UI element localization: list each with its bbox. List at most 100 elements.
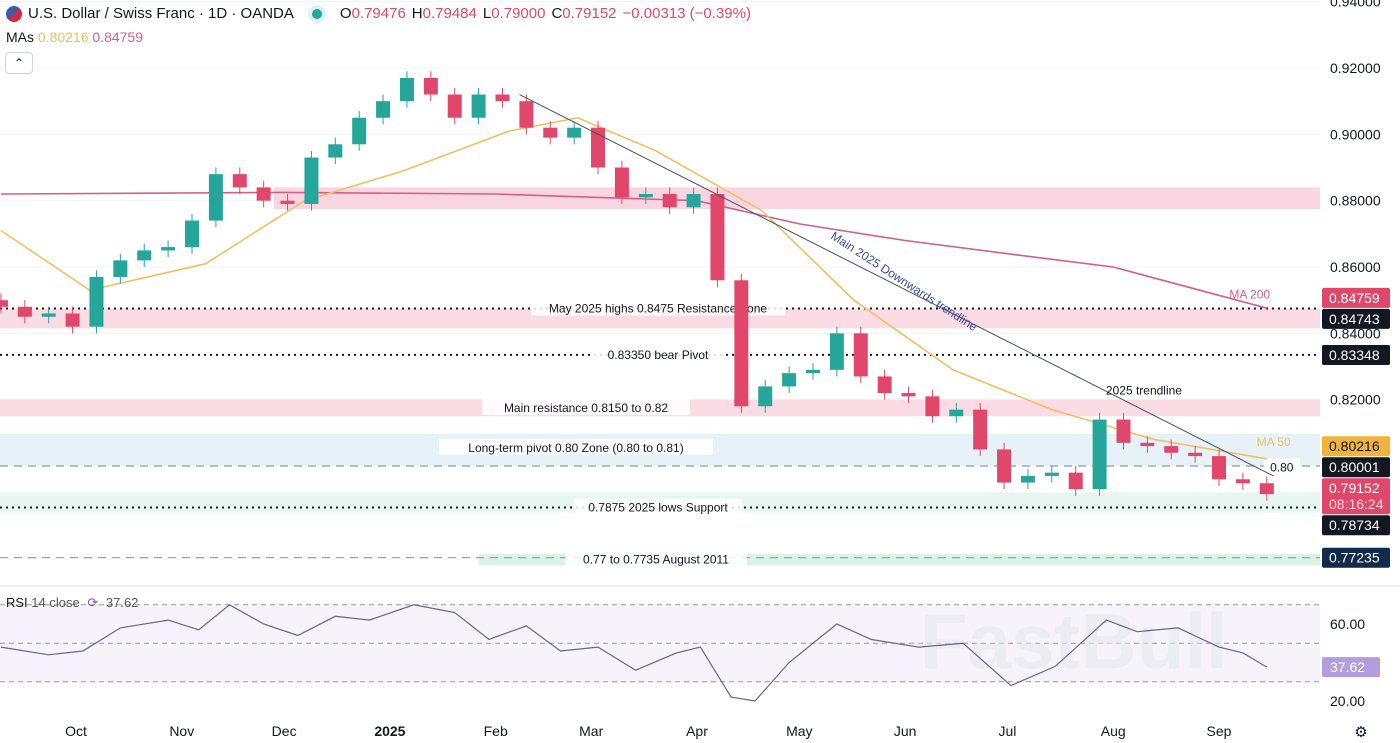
price-tick-label: 0.90000 bbox=[1330, 126, 1381, 142]
candle bbox=[1259, 483, 1274, 495]
candle bbox=[734, 280, 749, 407]
time-tick-label: 2025 bbox=[374, 723, 405, 739]
candle bbox=[949, 409, 964, 417]
chart-annotation: MA 50 bbox=[1257, 435, 1291, 449]
time-tick-label: Oct bbox=[65, 723, 87, 739]
time-tick-label: Dec bbox=[272, 723, 297, 739]
candle bbox=[185, 220, 200, 248]
bear-pivot-label-bg bbox=[593, 345, 723, 362]
candle bbox=[495, 94, 510, 102]
candle bbox=[1068, 472, 1083, 490]
candle bbox=[352, 117, 367, 145]
price-badge bbox=[1322, 457, 1390, 478]
candle bbox=[614, 167, 629, 198]
lows-support-label: 0.7875 2025 lows Support bbox=[588, 500, 728, 514]
bear-pivot-label: 0.83350 bear Pivot bbox=[608, 348, 709, 362]
candle bbox=[137, 250, 152, 261]
time-tick-label: May bbox=[786, 723, 812, 739]
candle bbox=[1092, 419, 1107, 490]
candle bbox=[758, 386, 773, 407]
flag-icon bbox=[6, 5, 22, 22]
price-badge-label: 0.80216 bbox=[1329, 438, 1380, 454]
price-badge bbox=[1322, 436, 1390, 457]
candle bbox=[519, 101, 534, 128]
price-badge-label: 0.84743 bbox=[1329, 311, 1380, 327]
time-tick-label: Aug bbox=[1101, 723, 1126, 739]
candle bbox=[304, 157, 319, 204]
time-tick-label: Jul bbox=[999, 723, 1017, 739]
price-tick-label: 0.92000 bbox=[1330, 60, 1381, 76]
time-tick-label: Mar bbox=[579, 723, 603, 739]
zone-rect bbox=[273, 187, 1320, 209]
chart-annotation: MA 200 bbox=[1229, 288, 1270, 302]
candle bbox=[1212, 456, 1227, 480]
close-label: C bbox=[551, 5, 563, 22]
candle bbox=[0, 300, 8, 307]
open-label: O bbox=[339, 5, 352, 22]
symbol-header: U.S. Dollar / Swiss Franc · 1D · OANDA O… bbox=[6, 5, 751, 22]
candle bbox=[1020, 475, 1035, 483]
rsi-legend[interactable]: RSI 14 close ⟳ 37.62 bbox=[6, 595, 138, 611]
candle bbox=[17, 306, 32, 317]
candle bbox=[447, 94, 462, 118]
rsi-badge bbox=[1322, 657, 1380, 678]
rsi-line bbox=[0, 604, 1268, 702]
rsi-badge-label: 37.62 bbox=[1330, 659, 1365, 675]
candle bbox=[232, 174, 247, 188]
watermark-logo: FastBull bbox=[920, 597, 1228, 685]
refresh-icon[interactable]: ⟳ bbox=[87, 595, 99, 610]
candle bbox=[925, 396, 940, 417]
candle bbox=[1044, 472, 1059, 476]
candle bbox=[399, 77, 414, 102]
price-badge-label: 0.83348 bbox=[1329, 347, 1380, 363]
price-tick-label: 0.84000 bbox=[1330, 325, 1381, 341]
time-tick-label: Apr bbox=[686, 723, 708, 739]
candle bbox=[423, 77, 438, 95]
price-badge bbox=[1322, 515, 1390, 536]
candle bbox=[328, 144, 343, 158]
candle bbox=[662, 194, 677, 208]
symbol-title[interactable]: U.S. Dollar / Swiss Franc · 1D · OANDA bbox=[28, 5, 294, 22]
candle bbox=[686, 194, 701, 208]
settings-gear-icon[interactable]: ⚙ bbox=[1354, 724, 1367, 741]
candle bbox=[638, 194, 653, 198]
zone-rect bbox=[0, 308, 1320, 329]
price-badge-label: 0.80001 bbox=[1329, 459, 1380, 475]
time-tick-label: Feb bbox=[484, 723, 508, 739]
candle bbox=[1235, 479, 1250, 484]
candle bbox=[65, 313, 80, 327]
candle bbox=[1164, 446, 1179, 453]
price-badge bbox=[1322, 308, 1390, 329]
candle bbox=[1188, 452, 1203, 457]
candle bbox=[591, 127, 606, 168]
candle bbox=[710, 194, 725, 281]
lows-support-label-bg bbox=[573, 498, 743, 515]
candle bbox=[853, 333, 868, 377]
main-resistance-label: Main resistance 0.8150 to 0.82 bbox=[504, 401, 668, 415]
candle bbox=[256, 187, 271, 201]
candle bbox=[877, 376, 892, 394]
candle bbox=[471, 94, 486, 118]
ma-label: MAs bbox=[6, 29, 34, 45]
candle bbox=[782, 373, 797, 387]
rsi-value: 37.62 bbox=[105, 595, 139, 610]
ma50-line bbox=[0, 116, 1267, 460]
ma-legend[interactable]: MAs 0.80216 0.84759 bbox=[6, 29, 143, 45]
pivot-zone-label: Long-term pivot 0.80 Zone (0.80 to 0.81) bbox=[468, 441, 683, 455]
candle bbox=[901, 393, 916, 397]
change-value: −0.00313 (−0.39%) bbox=[622, 5, 751, 22]
open-value: 0.79476 bbox=[351, 5, 406, 22]
candle bbox=[208, 174, 223, 221]
price-badge-label: 0.84759 bbox=[1329, 290, 1380, 306]
time-tick-label: Jun bbox=[894, 723, 917, 739]
chart-annotation: 2025 trendline bbox=[1106, 384, 1182, 398]
zone-rect bbox=[478, 553, 1321, 566]
candle bbox=[280, 200, 295, 204]
time-tick-label: Sep bbox=[1207, 723, 1232, 739]
ma200-line bbox=[0, 191, 1268, 309]
august-2011-label: 0.77 to 0.7735 August 2011 bbox=[583, 553, 729, 567]
chevron-up-icon[interactable]: ⌃ bbox=[5, 52, 33, 74]
price-tick-label: 0.94000 bbox=[1330, 0, 1381, 10]
price-tick-label: 0.82000 bbox=[1330, 392, 1381, 408]
